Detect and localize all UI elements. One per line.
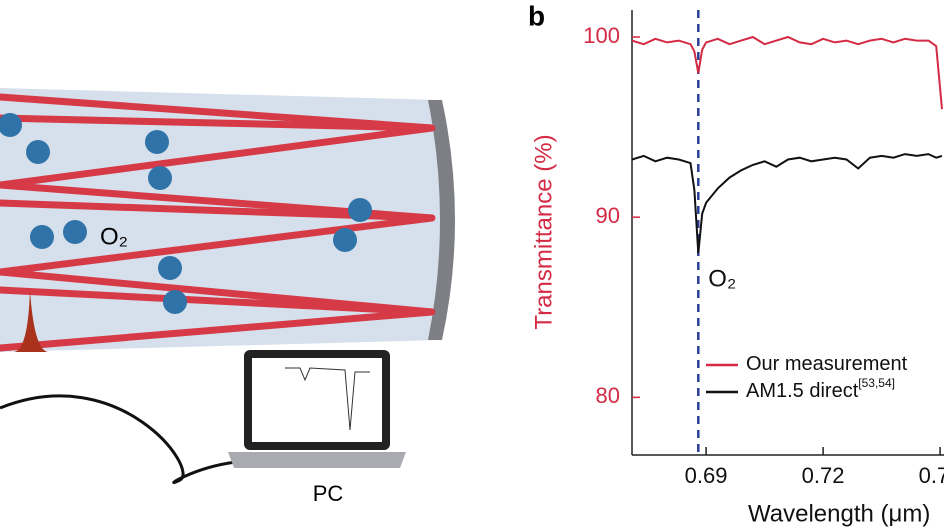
- computer-label: PC: [313, 481, 344, 506]
- molecules: [0, 113, 372, 314]
- screen-plot: [285, 367, 370, 431]
- x-axis-label: Wavelength (μm): [748, 500, 930, 527]
- annotation-label: O₂: [708, 265, 736, 292]
- y-tick-label: 80: [596, 383, 620, 408]
- data-line: [631, 153, 943, 254]
- legend-name: AM1.5 direct: [746, 380, 859, 402]
- legend-name: Our measurement: [746, 353, 908, 375]
- laptop-base: [228, 452, 406, 468]
- x-tick-label: 0.72: [802, 463, 845, 488]
- pulse: [14, 290, 48, 352]
- legend-citation: [53,54]: [858, 376, 895, 390]
- mirror: [428, 100, 455, 340]
- y-axis-label: Transmittance (%): [530, 134, 557, 329]
- chart: 80 90 100 0.69 0.72 0.75 Transmittance (%) Wave…: [530, 10, 944, 527]
- x-tick-label: 0.75: [919, 463, 944, 488]
- gas-cell: [0, 88, 440, 352]
- y-tick-label: 90: [596, 203, 620, 228]
- legend-label: AM1.5 direct[53,54]: [746, 376, 895, 402]
- setup-diagram: O₂ PC: [0, 88, 455, 506]
- y-tick-label: 100: [583, 23, 620, 48]
- data-line: [631, 35, 943, 110]
- x-tick-label: 0.69: [685, 463, 728, 488]
- molecule-label: O₂: [100, 223, 128, 250]
- panel-label: b: [528, 0, 545, 31]
- cable: [0, 394, 237, 485]
- laptop-display: [252, 358, 382, 442]
- legend-label: Our measurement: [746, 353, 908, 375]
